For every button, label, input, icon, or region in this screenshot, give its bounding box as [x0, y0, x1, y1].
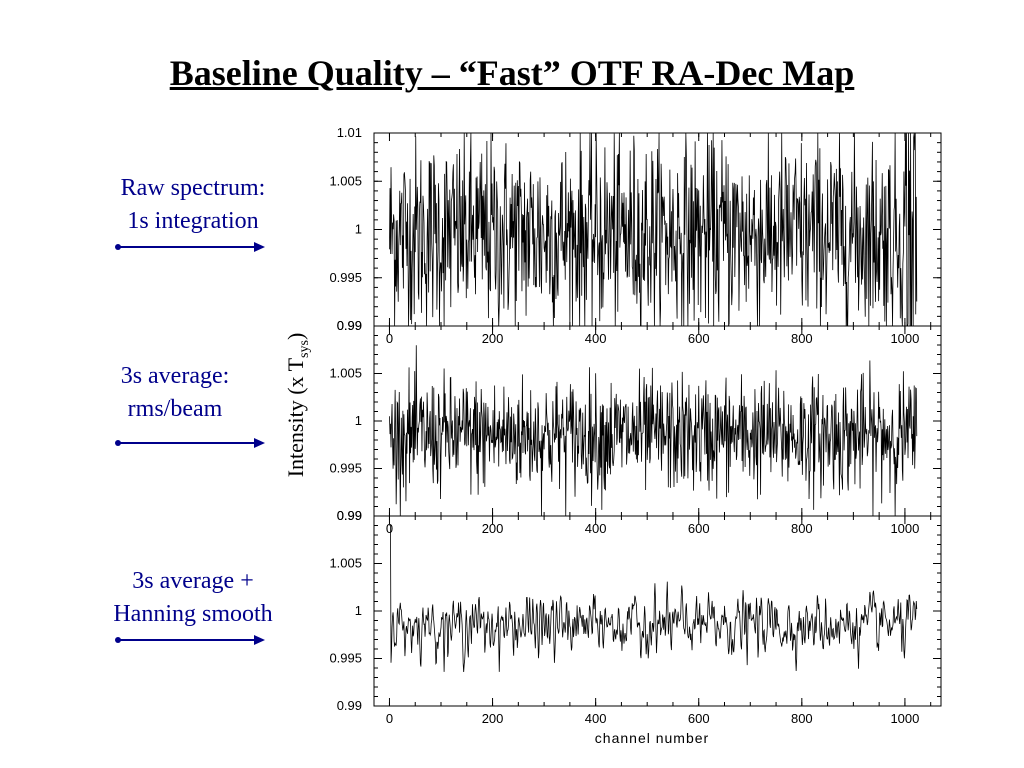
x-tick-label: 0	[386, 331, 393, 346]
x-tick-label: 200	[482, 331, 504, 346]
panel-label-hanning-line2: Hanning smooth	[113, 601, 273, 627]
y-tick-label: 1.005	[329, 173, 362, 188]
panel-label-average-line1: 3s average:	[120, 363, 230, 389]
x-tick-label: 0	[386, 711, 393, 726]
y-tick-label: 0.99	[337, 318, 362, 333]
y-tick-label: 0.99	[337, 698, 362, 713]
y-tick-label: 1	[355, 222, 362, 237]
x-tick-label: 200	[482, 521, 504, 536]
y-tick-label: 0.995	[329, 270, 362, 285]
y-tick-label: 1	[355, 603, 362, 618]
x-tick-label: 1000	[890, 521, 919, 536]
x-tick-label: 600	[688, 331, 710, 346]
x-tick-label: 800	[791, 331, 813, 346]
x-tick-label: 400	[585, 521, 607, 536]
y-tick-label: 1.01	[337, 125, 362, 140]
y-tick-label: 0.99	[337, 508, 362, 523]
y-axis-label: Intensity (x Tsys)	[283, 333, 312, 478]
y-tick-label: 1.005	[329, 366, 362, 381]
panel-label-average-line2: rms/beam	[127, 396, 223, 422]
x-axis-label: channel number	[595, 730, 709, 746]
panel-label-hanning-line1: 3s average +	[132, 568, 254, 594]
x-tick-label: 600	[688, 521, 710, 536]
panel-label-raw-line1: Raw spectrum:	[120, 175, 266, 201]
x-tick-label: 1000	[890, 711, 919, 726]
x-tick-label: 0	[386, 521, 393, 536]
spectrum-series-0	[389, 132, 918, 327]
x-tick-label: 1000	[890, 331, 919, 346]
x-tick-label: 800	[791, 711, 813, 726]
spectrum-series-1	[389, 345, 918, 517]
y-tick-label: 0.99	[337, 508, 362, 523]
page-title: Baseline Quality – “Fast” OTF RA-Dec Map	[169, 53, 855, 93]
panel-label-hanning: 3s average + Hanning smooth	[88, 565, 298, 631]
y-tick-label: 1	[355, 413, 362, 428]
panel-label-raw: Raw spectrum: 1s integration	[88, 172, 298, 238]
y-tick-label: 0.995	[329, 651, 362, 666]
spectrum-series-2	[389, 525, 918, 673]
arrow-icon-raw	[115, 242, 265, 252]
x-tick-label: 800	[791, 521, 813, 536]
x-tick-label: 400	[585, 331, 607, 346]
y-tick-label: 0.99	[337, 318, 362, 333]
arrow-icon-hanning	[115, 635, 265, 645]
panel-label-average: 3s average: rms/beam	[70, 360, 280, 426]
y-tick-label: 1.005	[329, 556, 362, 571]
x-tick-label: 200	[482, 711, 504, 726]
panel-label-raw-line2: 1s integration	[127, 208, 259, 234]
x-tick-label: 400	[585, 711, 607, 726]
x-tick-label: 600	[688, 711, 710, 726]
arrow-icon-average	[115, 438, 265, 448]
y-tick-label: 0.995	[329, 461, 362, 476]
